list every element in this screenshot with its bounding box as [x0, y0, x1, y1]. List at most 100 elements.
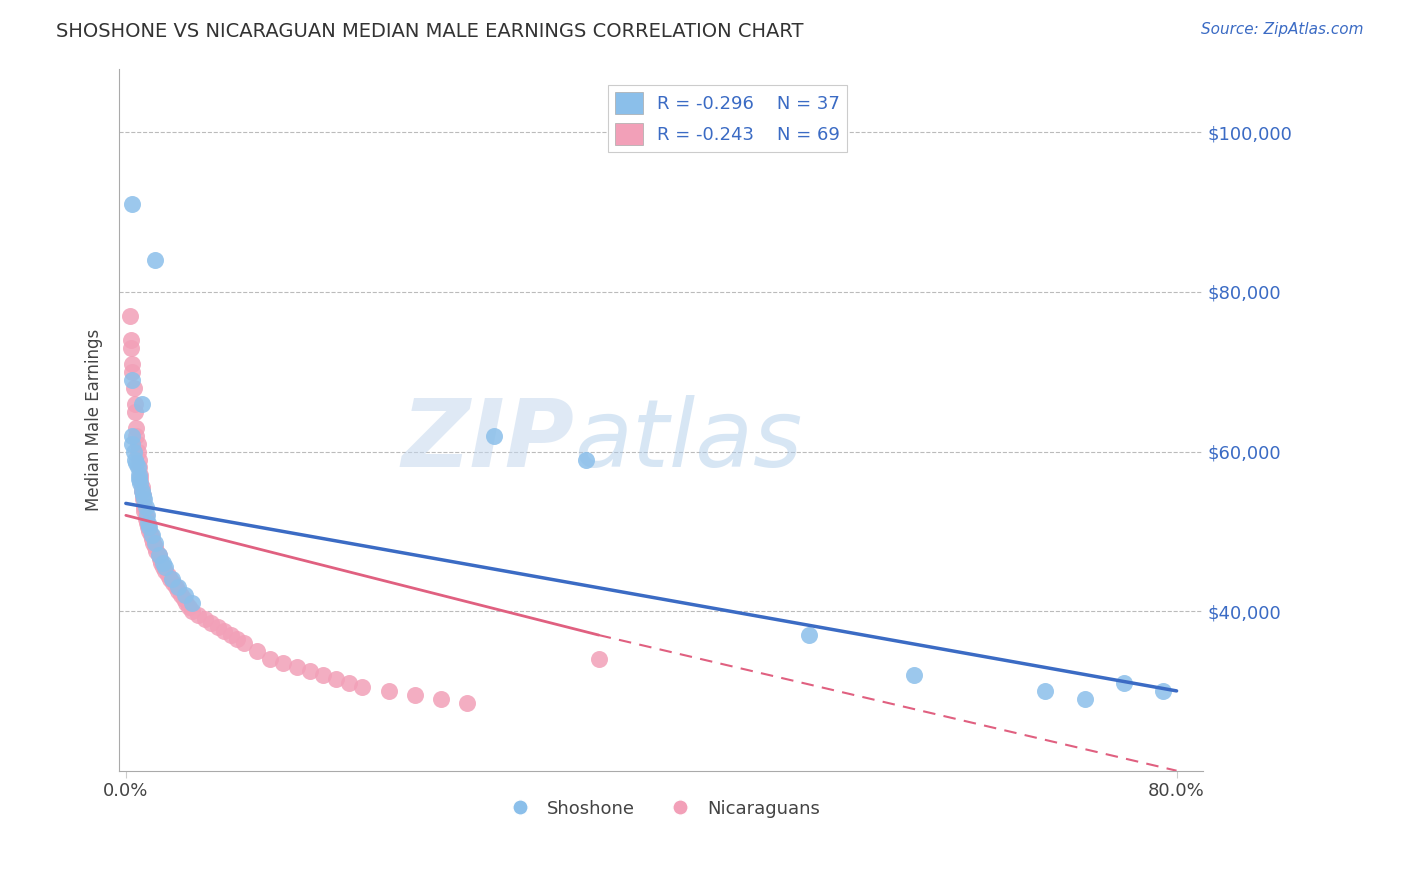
Text: SHOSHONE VS NICARAGUAN MEDIAN MALE EARNINGS CORRELATION CHART: SHOSHONE VS NICARAGUAN MEDIAN MALE EARNI…: [56, 22, 804, 41]
Point: [134, 504, 156, 518]
Point: [148, 548, 170, 562]
Point: [285, 660, 308, 674]
Point: [219, 628, 242, 642]
Point: [155, 560, 177, 574]
Point: [149, 552, 172, 566]
Point: [298, 664, 321, 678]
Point: [135, 508, 157, 523]
Point: [121, 365, 143, 379]
Point: [143, 253, 166, 268]
Point: [177, 600, 200, 615]
Point: [143, 536, 166, 550]
Point: [138, 520, 160, 534]
Point: [588, 652, 610, 666]
Point: [141, 533, 163, 547]
Point: [125, 457, 148, 471]
Point: [903, 668, 925, 682]
Point: [132, 488, 155, 502]
Point: [187, 608, 209, 623]
Point: [174, 596, 197, 610]
Point: [121, 436, 143, 450]
Point: [120, 341, 142, 355]
Point: [194, 612, 217, 626]
Text: Source: ZipAtlas.com: Source: ZipAtlas.com: [1201, 22, 1364, 37]
Point: [200, 616, 222, 631]
Text: atlas: atlas: [575, 395, 803, 486]
Point: [207, 620, 229, 634]
Point: [131, 397, 153, 411]
Point: [165, 580, 187, 594]
Point: [152, 556, 174, 570]
Point: [180, 596, 202, 610]
Point: [129, 468, 152, 483]
Point: [128, 473, 150, 487]
Point: [132, 492, 155, 507]
Point: [456, 696, 478, 710]
Point: [136, 520, 159, 534]
Point: [797, 628, 820, 642]
Point: [167, 580, 190, 594]
Point: [150, 556, 173, 570]
Point: [129, 476, 152, 491]
Point: [259, 652, 281, 666]
Point: [173, 592, 195, 607]
Point: [180, 604, 202, 618]
Point: [155, 564, 177, 578]
Point: [214, 624, 236, 638]
Point: [138, 524, 160, 539]
Point: [128, 460, 150, 475]
Y-axis label: Median Male Earnings: Median Male Earnings: [86, 328, 103, 511]
Point: [131, 484, 153, 499]
Point: [226, 632, 249, 646]
Point: [152, 560, 174, 574]
Point: [1152, 684, 1174, 698]
Point: [174, 588, 197, 602]
Point: [131, 484, 153, 499]
Point: [121, 373, 143, 387]
Point: [120, 333, 142, 347]
Point: [170, 588, 193, 602]
Point: [127, 444, 149, 458]
Point: [162, 576, 184, 591]
Point: [121, 428, 143, 442]
Point: [139, 528, 162, 542]
Point: [124, 397, 146, 411]
Point: [246, 644, 269, 658]
Point: [135, 512, 157, 526]
Point: [124, 404, 146, 418]
Point: [135, 500, 157, 515]
Point: [128, 468, 150, 483]
Point: [325, 672, 347, 686]
Point: [122, 381, 145, 395]
Point: [145, 544, 167, 558]
Point: [127, 460, 149, 475]
Point: [135, 516, 157, 531]
Point: [128, 452, 150, 467]
Point: [312, 668, 335, 682]
Point: [574, 452, 596, 467]
Point: [1073, 691, 1095, 706]
Point: [122, 444, 145, 458]
Point: [159, 572, 181, 586]
Point: [352, 680, 374, 694]
Point: [273, 656, 295, 670]
Point: [167, 584, 190, 599]
Point: [127, 436, 149, 450]
Point: [124, 452, 146, 467]
Point: [131, 480, 153, 494]
Legend: Shoshone, Nicaraguans: Shoshone, Nicaraguans: [495, 792, 827, 825]
Point: [121, 197, 143, 211]
Point: [233, 636, 256, 650]
Point: [404, 688, 426, 702]
Point: [134, 500, 156, 515]
Point: [337, 676, 360, 690]
Point: [125, 420, 148, 434]
Point: [132, 488, 155, 502]
Point: [134, 492, 156, 507]
Point: [160, 572, 183, 586]
Text: ZIP: ZIP: [402, 394, 575, 487]
Point: [156, 568, 179, 582]
Point: [143, 541, 166, 555]
Point: [136, 516, 159, 531]
Point: [125, 428, 148, 442]
